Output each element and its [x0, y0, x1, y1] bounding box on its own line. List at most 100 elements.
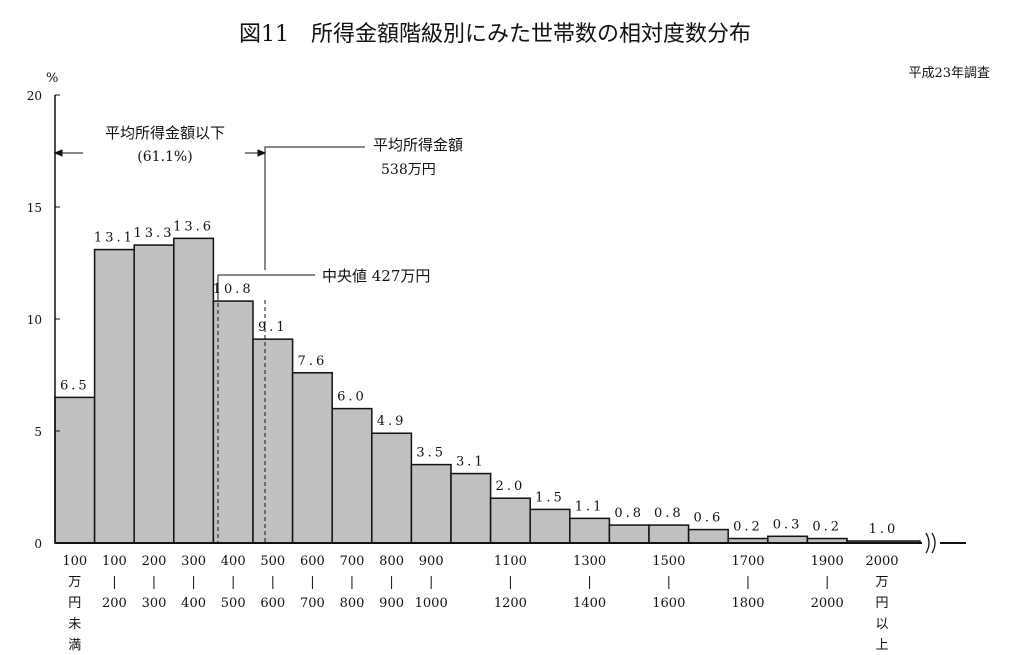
x-tick-separator: | [191, 575, 195, 590]
x-tick-label: 円 [68, 596, 81, 611]
x-tick-label: 以 [875, 617, 888, 632]
bar-value-label: 9.1 [258, 320, 288, 335]
x-tick-label: 800 [379, 554, 404, 569]
x-tick-label: 700 [340, 554, 365, 569]
bar [450, 472, 492, 544]
x-tick-label: 100 [62, 554, 87, 569]
median-leader-line [217, 274, 315, 300]
bar-value-label: 4.9 [377, 414, 407, 429]
x-tick-separator: | [112, 575, 116, 590]
x-tick-separator: | [152, 575, 156, 590]
bar-value-label: 1.0 [869, 522, 899, 537]
bar [648, 524, 690, 544]
x-tick-label: 2000 [811, 596, 844, 611]
x-tick-label: 200 [102, 596, 127, 611]
bar-value-label: 7.6 [298, 354, 328, 369]
bar-value-label: 10.8 [213, 282, 254, 297]
below-mean-percent: (61.1%) [137, 149, 192, 165]
x-tick-separator: | [271, 575, 275, 590]
x-tick-label: 1200 [494, 596, 527, 611]
chart-title: 図11 所得金額階級別にみた世帯数の相対度数分布 [239, 22, 751, 47]
bar-value-label: 1.1 [575, 499, 605, 514]
x-tick-separator: | [389, 575, 393, 590]
bar-value-label: 2.0 [496, 479, 526, 494]
x-tick-label: 1000 [415, 596, 448, 611]
bar-value-label: 3.5 [416, 446, 446, 461]
y-tick-label: 5 [34, 425, 42, 439]
bar [291, 372, 333, 544]
bar [93, 248, 135, 544]
x-tick-separator: | [508, 575, 512, 590]
x-tick-label: 100 [102, 554, 127, 569]
median-label: 中央値 427万円 [322, 267, 430, 285]
x-tick-label: 1600 [652, 596, 685, 611]
right-arrow-icon [245, 149, 267, 157]
x-tick-label: 1900 [811, 554, 844, 569]
x-tick-label: 円 [875, 596, 888, 611]
bar-value-label: 13.3 [134, 226, 175, 241]
bar-value-label: 0.8 [614, 506, 644, 521]
bar [569, 517, 611, 544]
bar [133, 244, 175, 544]
x-tick-label: 未 [68, 617, 81, 632]
x-tick-label: 900 [379, 596, 404, 611]
bar [410, 463, 452, 544]
bar-value-label: 6.5 [60, 378, 90, 393]
y-tick-label: 20 [27, 89, 42, 103]
axis-break-icon [925, 532, 936, 554]
x-tick-label: 200 [142, 554, 167, 569]
bar [371, 432, 413, 544]
bar [331, 407, 373, 544]
bar-value-label: 0.2 [812, 520, 842, 535]
x-tick-label: 500 [221, 596, 246, 611]
x-tick-label: 万 [68, 575, 81, 590]
x-tick-label: 2000 [865, 554, 898, 569]
mean-label: 平均所得金額 [373, 136, 463, 154]
x-tick-separator: | [825, 575, 829, 590]
x-tick-separator: | [429, 575, 433, 590]
x-tick-label: 400 [221, 554, 246, 569]
bar-value-label: 0.2 [733, 520, 763, 535]
x-tick-label: 500 [260, 554, 285, 569]
x-tick-label: 800 [340, 596, 365, 611]
bar-value-label: 13.1 [94, 231, 135, 246]
bar [489, 497, 531, 544]
x-tick-label: 400 [181, 596, 206, 611]
y-tick-label: 0 [34, 537, 42, 551]
mean-leader-line [264, 146, 365, 270]
bar [212, 300, 254, 544]
x-tick-label: 600 [260, 596, 285, 611]
x-tick-label: 700 [300, 596, 325, 611]
bar [687, 528, 729, 544]
x-tick-label: 1300 [573, 554, 606, 569]
bar-value-label: 0.6 [694, 511, 724, 526]
x-tick-label: 600 [300, 554, 325, 569]
x-tick-separator: | [746, 575, 750, 590]
y-axis-label: % [46, 71, 58, 86]
x-tick-label: 上 [875, 638, 888, 653]
mean-value: 538万円 [381, 162, 436, 178]
x-tick-label: 1800 [731, 596, 764, 611]
below-mean-label: 平均所得金額以下 [105, 124, 225, 142]
x-tick-label: 300 [181, 554, 206, 569]
chart-subtitle: 平成23年調査 [908, 66, 990, 81]
bar [252, 338, 294, 544]
y-tick-label: 10 [27, 313, 42, 327]
bar-value-label: 13.6 [173, 219, 214, 234]
bar-value-label: 0.3 [773, 517, 803, 532]
left-arrow-icon [53, 149, 83, 157]
x-tick-label: 満 [68, 638, 81, 653]
x-tick-label: 300 [142, 596, 167, 611]
x-tick-separator: | [667, 575, 671, 590]
bar-value-label: 0.8 [654, 506, 684, 521]
x-tick-label: 1500 [652, 554, 685, 569]
x-tick-separator: | [310, 575, 314, 590]
bar-value-label: 3.1 [456, 455, 486, 470]
x-tick-label: 1100 [494, 554, 527, 569]
bar-value-label: 6.0 [337, 390, 367, 405]
bar [173, 237, 215, 544]
x-tick-label: 1700 [731, 554, 764, 569]
x-tick-label: 万 [875, 575, 888, 590]
